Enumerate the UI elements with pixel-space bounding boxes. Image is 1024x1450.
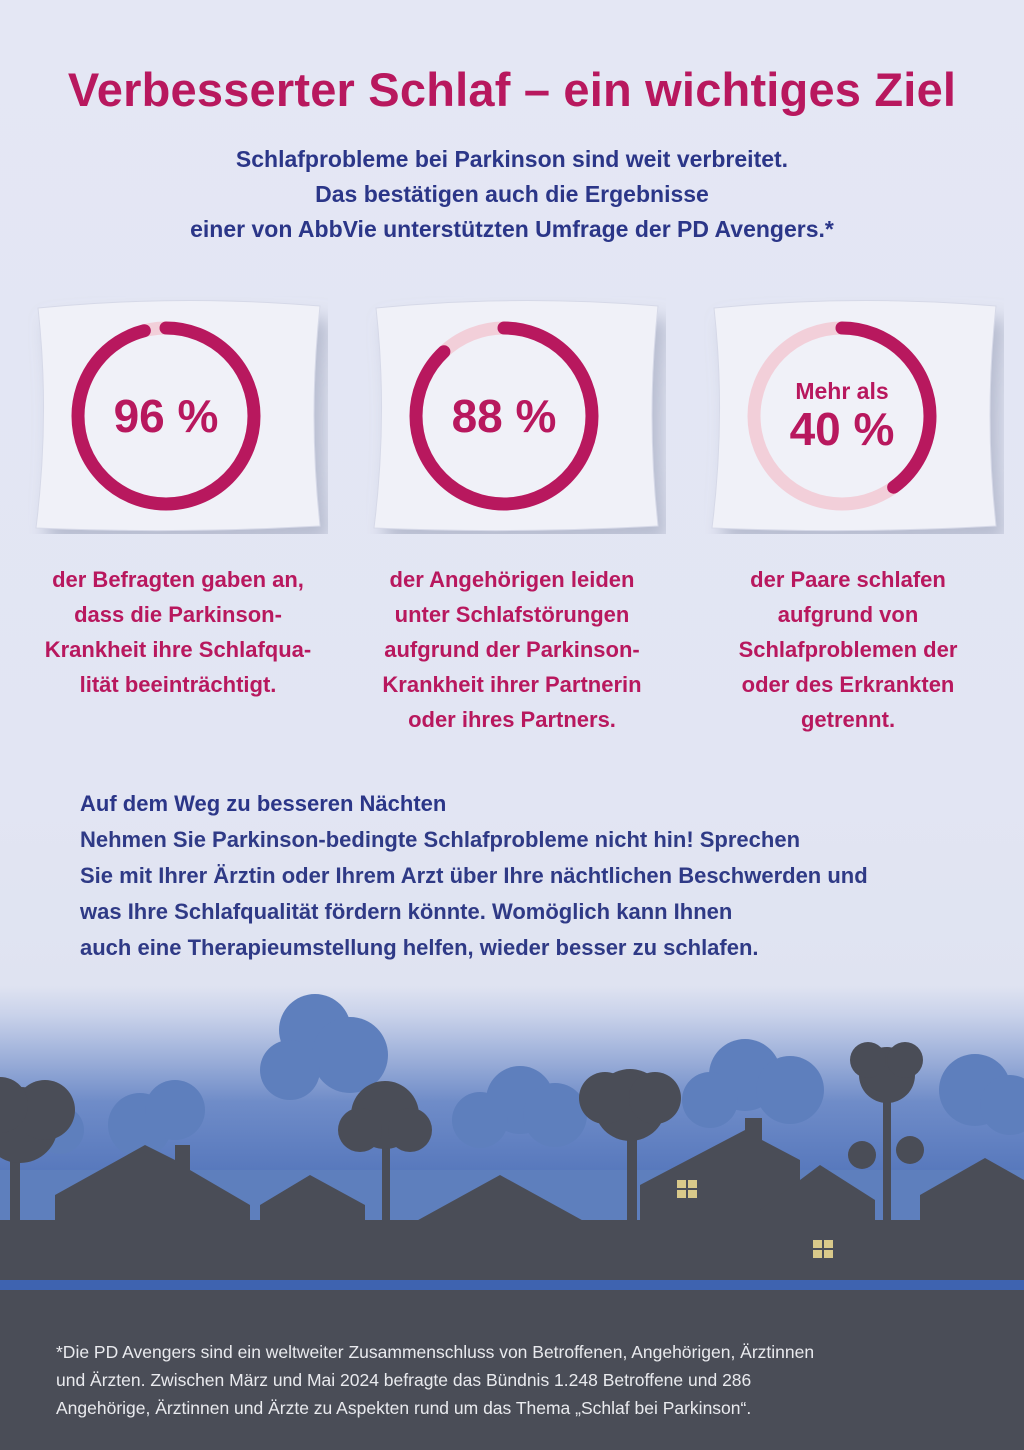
stat-number: 88 % xyxy=(451,390,557,442)
caption-line: lität beeinträchtigt. xyxy=(79,672,277,697)
intro-text: Schlafprobleme bei Parkinson sind weit v… xyxy=(0,142,1024,247)
night-neighborhood-illustration xyxy=(0,994,1024,1280)
caption-line: oder ihres Partners. xyxy=(408,707,616,732)
caption-line: der Befragten gaben an, xyxy=(52,567,304,592)
caption-line: Krankheit ihre Schlafqua- xyxy=(44,637,312,662)
caption-line: der Paare schlafen xyxy=(750,567,946,592)
progress-ring xyxy=(71,321,261,511)
footnote-line: Angehörige, Ärztinnen und Ärzte zu Aspek… xyxy=(56,1398,752,1418)
window-light xyxy=(677,1180,833,1258)
stat-value: Mehr als 40 % xyxy=(742,316,942,516)
stat-value: 96 % xyxy=(66,316,266,516)
stat-card-2: 88 % xyxy=(366,296,666,534)
callout-line: Nehmen Sie Parkinson-bedingte Schlafprob… xyxy=(80,827,801,852)
footnote: *Die PD Avengers sind ein weltweiter Zus… xyxy=(56,1338,976,1422)
caption-line: unter Schlafstörungen xyxy=(394,602,630,627)
intro-line: Das bestätigen auch die Ergebnisse xyxy=(315,181,709,207)
stat-caption-3: der Paare schlafen aufgrund von Schlafpr… xyxy=(688,562,1008,737)
intro-line: einer von AbbVie unterstützten Umfrage d… xyxy=(190,216,834,242)
callout-line: Sie mit Ihrer Ärztin oder Ihrem Arzt übe… xyxy=(80,863,868,888)
intro-line: Schlafprobleme bei Parkinson sind weit v… xyxy=(235,146,789,172)
callout-heading: Auf dem Weg zu besseren Nächten xyxy=(80,791,447,816)
advice-callout: Auf dem Weg zu besseren Nächten Nehmen S… xyxy=(80,786,1000,966)
stat-number: 96 % xyxy=(113,390,219,442)
ring-progress-arc xyxy=(409,321,599,511)
stat-value: 88 % xyxy=(404,316,604,516)
caption-line: getrennt. xyxy=(800,707,896,732)
caption-line: der Angehörigen leiden xyxy=(389,567,635,592)
caption-line: oder des Erkrankten xyxy=(741,672,955,697)
progress-ring xyxy=(409,321,599,511)
stat-caption-2: der Angehörigen leiden unter Schlafstöru… xyxy=(352,562,672,737)
stat-prefix: Mehr als xyxy=(795,378,889,404)
caption-line: aufgrund der Parkinson- xyxy=(384,637,640,662)
caption-line: Krankheit ihrer Partnerin xyxy=(382,672,642,697)
ring-progress-arc xyxy=(71,321,261,511)
stat-caption-1: der Befragten gaben an, dass die Parkins… xyxy=(18,562,338,702)
callout-line: auch eine Therapieumstellung helfen, wie… xyxy=(80,935,759,960)
page-title: Verbesserter Schlaf – ein wichtiges Ziel xyxy=(67,63,957,116)
footnote-line: *Die PD Avengers sind ein weltweiter Zus… xyxy=(56,1342,815,1362)
caption-line: aufgrund von xyxy=(777,602,919,627)
ring-progress-arc xyxy=(747,321,937,511)
stat-number: 40 % xyxy=(789,403,895,455)
stat-card-3: Mehr als 40 % xyxy=(704,296,1004,534)
stat-card-1: 96 % xyxy=(28,296,328,534)
house-silhouette xyxy=(0,1118,1024,1280)
progress-ring xyxy=(747,321,937,511)
caption-line: dass die Parkinson- xyxy=(74,602,282,627)
tree-silhouette xyxy=(0,1042,924,1280)
footer-ground xyxy=(0,1290,1024,1450)
callout-line: was Ihre Schlafqualität fördern könnte. … xyxy=(80,899,733,924)
caption-line: Schlafproblemen der xyxy=(738,637,958,662)
footnote-line: und Ärzten. Zwischen März und Mai 2024 b… xyxy=(56,1370,752,1390)
